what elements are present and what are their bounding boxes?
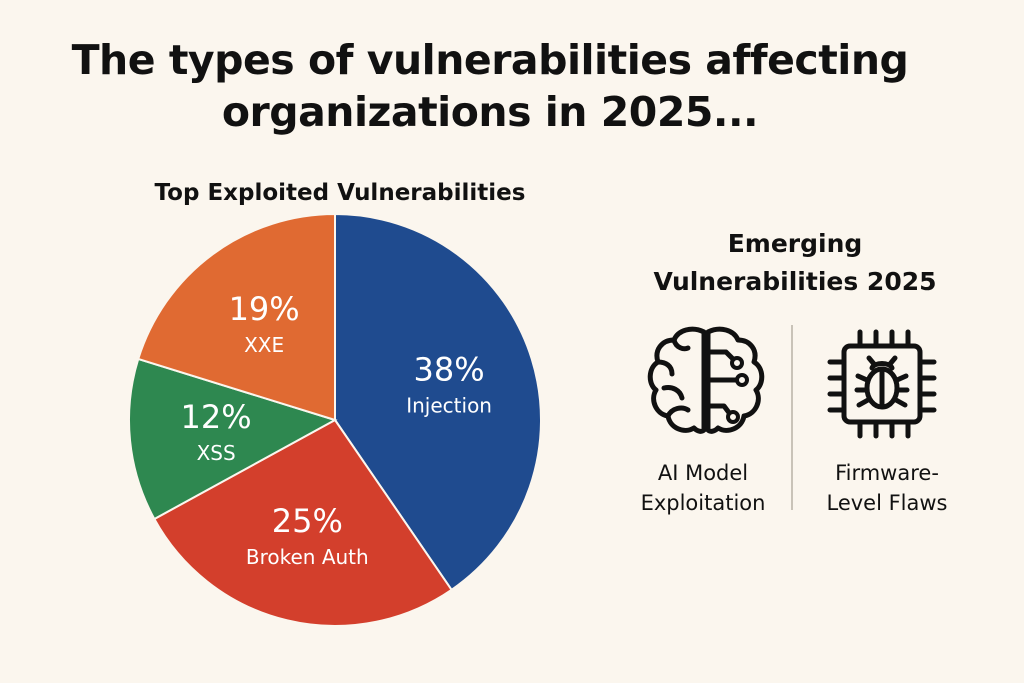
pie-label-value-injection: 38% — [414, 351, 485, 389]
pie-label-value-xss: 12% — [181, 398, 252, 436]
pie-label-value-xxe: 19% — [229, 290, 300, 328]
emerging-item-ai-model: AI Model Exploitation — [618, 458, 788, 518]
pie-chart-title: Top Exploited Vulnerabilities — [154, 180, 526, 206]
pie-label-name-xxe: XXE — [244, 333, 284, 357]
emerging-item-fw-line-1: Firmware- — [835, 461, 939, 485]
pie-slice-broken-auth — [152, 418, 453, 627]
main-title-line-2: organizations in 2025... — [221, 88, 759, 136]
pie-label-name-injection: Injection — [406, 394, 492, 418]
pie-slice-xss — [128, 357, 338, 521]
emerging-item-ai-line-2: Exploitation — [640, 491, 766, 515]
pie-label-name-xss: XSS — [197, 441, 236, 465]
pie-label-value-broken-auth: 25% — [272, 502, 343, 540]
brain-circuit-icon — [647, 326, 765, 434]
pie-label-name-broken-auth: Broken Auth — [246, 545, 369, 569]
emerging-title-line-1: Emerging — [727, 229, 863, 258]
emerging-title-line-2: Vulnerabilities 2025 — [653, 267, 937, 296]
pie-slice-injection — [334, 212, 542, 592]
chip-bug-icon — [827, 329, 937, 439]
emerging-item-fw-line-2: Level Flaws — [826, 491, 948, 515]
emerging-item-ai-line-1: AI Model — [657, 461, 749, 485]
emerging-item-firmware: Firmware- Level Flaws — [802, 458, 972, 518]
main-title: The types of vulnerabilities affecting o… — [40, 34, 940, 138]
pie-slice-xxe — [136, 212, 336, 422]
main-title-line-1: The types of vulnerabilities affecting — [71, 36, 909, 84]
emerging-divider — [791, 325, 793, 510]
emerging-title: Emerging Vulnerabilities 2025 — [620, 225, 970, 301]
